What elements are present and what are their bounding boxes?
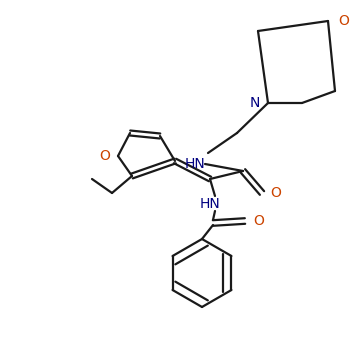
Text: HN: HN bbox=[200, 197, 220, 211]
Text: O: O bbox=[270, 186, 281, 200]
Text: HN: HN bbox=[185, 157, 205, 171]
Text: O: O bbox=[338, 14, 349, 28]
Text: O: O bbox=[99, 149, 110, 163]
Text: N: N bbox=[250, 96, 260, 110]
Text: O: O bbox=[253, 214, 264, 228]
